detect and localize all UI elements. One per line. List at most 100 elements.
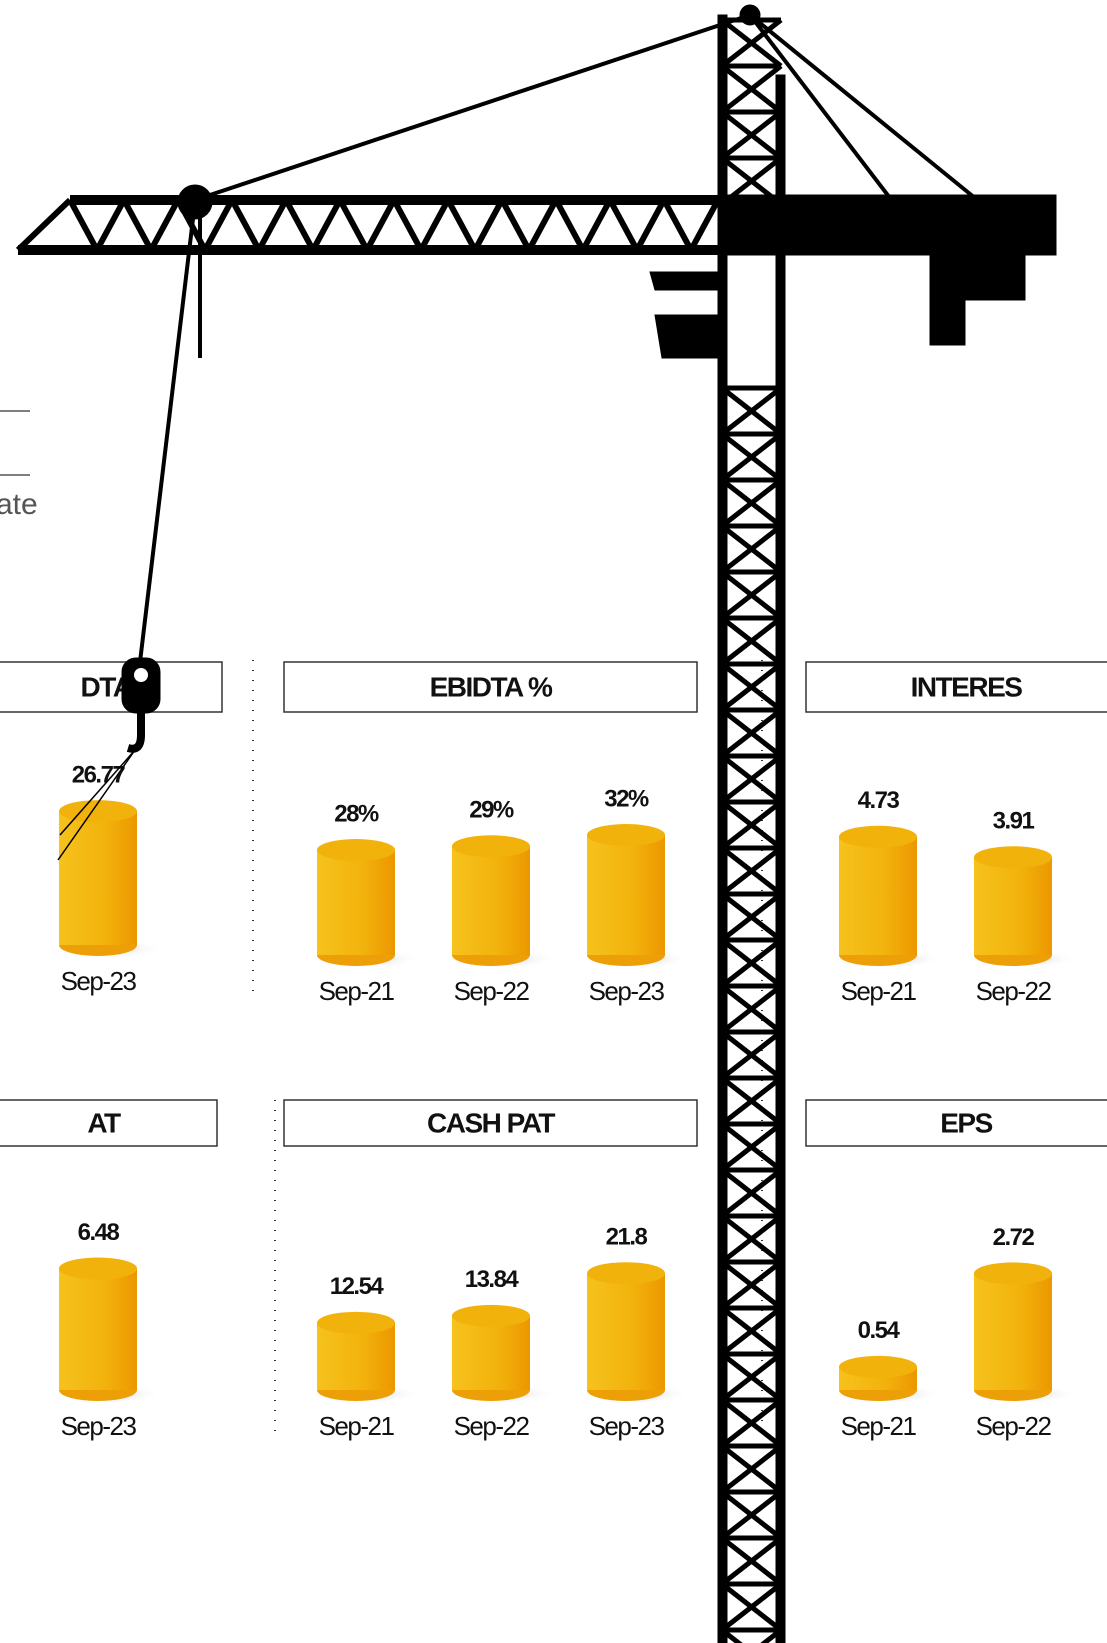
value-label: 4.73 — [858, 787, 900, 814]
tower-brace — [720, 1582, 783, 1632]
jib-brace — [553, 198, 586, 252]
tower-brace — [720, 432, 783, 482]
chart-title: EBIDTA % — [430, 671, 553, 702]
value-label: 0.54 — [858, 1317, 901, 1344]
jib-brace — [310, 198, 343, 252]
bar — [974, 1273, 1052, 1390]
counterweight — [929, 249, 966, 346]
tower-brace — [720, 1306, 783, 1356]
cable — [748, 13, 892, 200]
tower-brace — [720, 938, 783, 988]
x-tick-label: Sep-23 — [61, 966, 137, 996]
tower-leg — [717, 14, 728, 1643]
tower-brace — [720, 1030, 783, 1080]
value-label: 21.8 — [606, 1224, 648, 1251]
tower-brace — [720, 478, 783, 528]
jib-brace — [445, 198, 478, 252]
tower-brace — [720, 1260, 783, 1310]
x-tick-label: Sep-21 — [841, 1411, 917, 1441]
counterweight — [964, 249, 1026, 301]
bar — [317, 1322, 395, 1390]
tower-brace — [720, 570, 783, 620]
title-box — [805, 661, 1107, 713]
hook-cable — [138, 201, 197, 663]
jib-brace — [742, 198, 775, 252]
tower-brace — [720, 386, 783, 436]
bar-top — [317, 839, 395, 861]
x-tick-label: Sep-21 — [319, 976, 395, 1006]
jib-brace — [580, 198, 613, 252]
jib-brace — [67, 198, 100, 252]
tower-brace — [760, 1628, 783, 1643]
jib-brace — [499, 198, 532, 252]
value-label: 29% — [469, 797, 514, 824]
x-tick-label: Sep-21 — [841, 976, 917, 1006]
tower-brace — [720, 1536, 783, 1586]
tower-brace — [720, 754, 783, 804]
jib-brace — [391, 198, 424, 252]
x-tick-label: Sep-23 — [61, 1411, 137, 1441]
bar-top — [839, 1355, 917, 1378]
bar — [839, 836, 917, 955]
value-label: 28% — [334, 800, 379, 827]
tower-brace — [720, 1398, 783, 1448]
jib-brace — [202, 198, 235, 252]
cable — [748, 13, 977, 200]
value-label: 32% — [604, 785, 649, 812]
bar-top — [839, 825, 917, 848]
value-label: 3.91 — [993, 808, 1035, 835]
chart-title: AT — [87, 1107, 121, 1138]
bar-top — [59, 800, 137, 823]
tower-brace — [720, 18, 783, 68]
tower-brace — [720, 1076, 783, 1126]
jib-brace — [715, 198, 748, 252]
bar-top — [974, 1262, 1052, 1285]
tower-brace — [720, 64, 783, 114]
bar-top — [452, 835, 530, 858]
hook — [126, 713, 145, 753]
x-tick-label: Sep-23 — [589, 1411, 665, 1441]
title-box — [805, 1099, 1107, 1147]
tower-brace — [720, 1628, 743, 1643]
jib-brace — [337, 198, 370, 252]
x-tick-label: Sep-22 — [976, 976, 1052, 1006]
tower-brace — [720, 892, 783, 942]
tower-brace — [720, 800, 783, 850]
bar — [452, 846, 530, 955]
hook-hole — [134, 668, 148, 682]
jib-brace — [121, 198, 154, 252]
bar — [587, 1273, 665, 1390]
jib-block — [717, 194, 1057, 256]
chart-title: INTERES — [911, 671, 1023, 702]
cable — [194, 13, 751, 202]
hook-rope — [57, 749, 136, 861]
tower-leg — [775, 74, 786, 1643]
bar-top — [587, 824, 665, 846]
bar-top — [452, 1304, 530, 1327]
tower-brace — [720, 524, 783, 574]
x-tick-label: Sep-22 — [976, 1411, 1052, 1441]
tower-brace — [720, 110, 783, 160]
x-tick-label: Sep-22 — [454, 976, 530, 1006]
jib-brace — [418, 198, 451, 252]
tower-brace — [720, 662, 783, 712]
jib-brace — [94, 198, 127, 252]
tower-brace — [720, 616, 783, 666]
tower-brace — [720, 1444, 783, 1494]
jib-brace — [634, 198, 667, 252]
x-tick-label: Sep-21 — [319, 1411, 395, 1441]
hook-block — [121, 657, 161, 714]
tower-brace — [720, 1214, 783, 1264]
x-tick-label: Sep-23 — [589, 976, 665, 1006]
value-label: 13.84 — [465, 1266, 520, 1293]
jib-brace — [661, 198, 694, 252]
jib-end — [15, 197, 73, 253]
bar-top — [974, 846, 1052, 869]
jib-brace — [364, 198, 397, 252]
left-fragment: ate — [0, 410, 38, 521]
title-box — [0, 661, 223, 713]
crane — [15, 4, 1057, 1643]
tower-brace — [720, 1122, 783, 1172]
